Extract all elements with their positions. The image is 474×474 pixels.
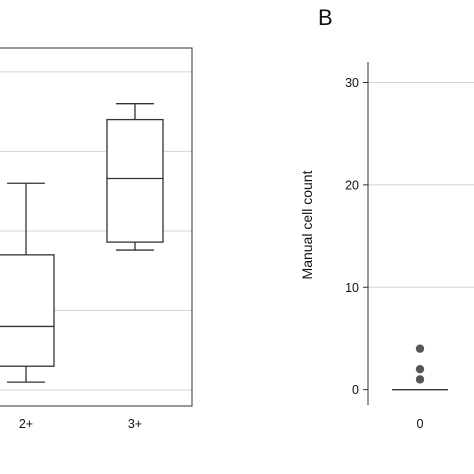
y-tick-label: 30 (345, 76, 359, 90)
panel-a: 2+ 3+ (0, 47, 193, 431)
outlier-point (415, 344, 425, 353)
box-iqr (106, 118, 164, 243)
x-tick-label: 2+ (19, 417, 33, 431)
outlier-point (415, 375, 425, 384)
y-tick-label: 0 (352, 383, 359, 397)
panel-b-x-tick-labels: 0 (417, 417, 424, 431)
panel-a-boxes (0, 103, 164, 383)
panel-b-letter: B (318, 5, 333, 30)
x-tick-label: 3+ (128, 417, 142, 431)
panel-b-y-ticks: 0 10 20 30 (345, 76, 368, 397)
y-tick-label: 20 (345, 178, 359, 192)
x-tick-label: 0 (417, 417, 424, 431)
panel-a-frame (0, 47, 193, 407)
panel-b: B Manual cell count 0 10 20 30 0 (299, 5, 474, 431)
panel-b-gridlines (368, 81, 474, 288)
panel-b-boxes (392, 344, 448, 391)
box-iqr (0, 254, 55, 367)
panel-a-box-3plus (106, 103, 164, 251)
outlier-point (415, 364, 425, 374)
panel-a-box-2plus (0, 182, 55, 383)
panel-a-x-tick-labels: 2+ 3+ (19, 417, 142, 431)
panel-b-box-0 (392, 344, 448, 391)
y-tick-label: 10 (345, 281, 359, 295)
panel-b-y-axis-label: Manual cell count (299, 170, 315, 279)
